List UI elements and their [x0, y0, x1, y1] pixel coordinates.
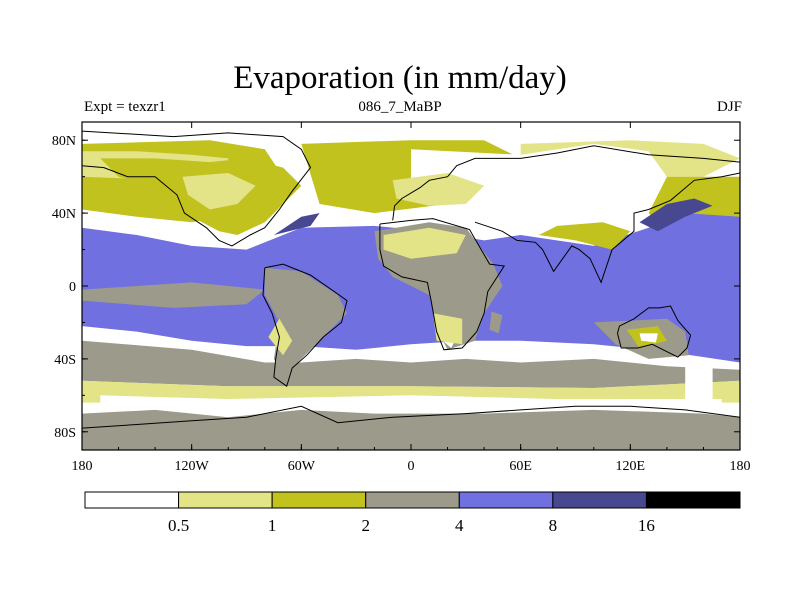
y-tick-label: 40N [52, 207, 76, 222]
colorbar-box [365, 491, 460, 509]
experiment-label: Expt = texzr1 [84, 99, 166, 115]
colorbar-box [271, 491, 367, 509]
plot-area [82, 122, 740, 450]
colorbar-box [645, 491, 741, 509]
period-label: 086_7_MaBP [358, 99, 442, 115]
coastline-eurasia-coast [392, 145, 740, 221]
colorbar-label: 4 [455, 516, 464, 535]
coastline-asia-south-coast [474, 172, 740, 284]
region-antarctica [82, 409, 740, 450]
coastline-south-america-coast [262, 263, 348, 388]
region-southern-ocean [82, 380, 740, 403]
colorbar-box [552, 491, 647, 509]
y-tick-label: 80N [52, 134, 76, 149]
region-europe-edge [392, 173, 485, 206]
colorbar-box [84, 491, 180, 509]
colorbar-label: 8 [549, 516, 558, 535]
season-label: DJF [716, 99, 742, 115]
y-tick-label: 80S [54, 426, 76, 441]
x-tick-label: 120E [616, 459, 646, 474]
x-tick-label: 60W [288, 459, 316, 474]
region-africa-sahara [383, 227, 466, 259]
region-tropical-belt [82, 213, 740, 363]
region-australia-desert [639, 333, 658, 343]
x-tick-label: 180 [72, 459, 93, 474]
region-kuroshio [639, 198, 713, 232]
coastline-australia-coast [616, 305, 692, 358]
region-gulf-stream [273, 213, 320, 235]
region-polar-cap-north [82, 122, 740, 144]
region-asia-monsoon [538, 222, 631, 250]
region-eurasia [411, 143, 667, 232]
coastline-africa-coast [379, 218, 506, 351]
region-equatorial-pacific [82, 282, 265, 308]
x-tick-label: 120W [175, 459, 210, 474]
region-new-zealand [685, 366, 713, 399]
colorbar-label: 2 [361, 516, 370, 535]
x-tick-label: 180 [730, 459, 751, 474]
region-north-america-interior [182, 173, 256, 210]
colorbar-box [458, 491, 554, 509]
colorbar-label: 16 [638, 516, 655, 535]
region-southern-ocean-white [100, 395, 722, 414]
x-tick-label: 60E [509, 459, 532, 474]
region-south-pacific-band [82, 340, 740, 388]
region-south-america-edge [268, 318, 293, 356]
colorbar-box [178, 491, 273, 509]
y-tick-label: 0 [69, 280, 76, 295]
y-tick-label: 40S [54, 353, 76, 368]
colorbar-label: 1 [268, 516, 277, 535]
x-tick-label: 0 [408, 459, 415, 474]
coastline-north-america-coast [82, 130, 312, 247]
region-africa-south-edge [432, 313, 463, 345]
colorbar-label: 0.5 [168, 516, 189, 535]
region-madagascar [489, 311, 503, 334]
chart-title: Evaporation (in mm/day) [233, 60, 567, 96]
coastline-antarctica-coast [82, 405, 740, 429]
